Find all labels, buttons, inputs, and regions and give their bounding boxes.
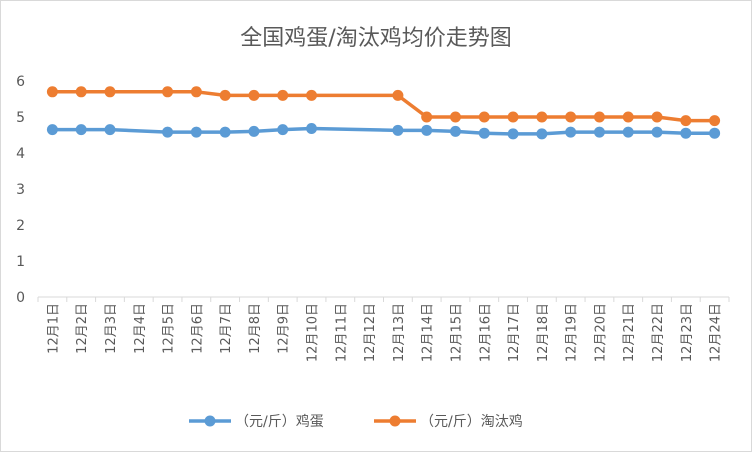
data-point — [536, 111, 548, 123]
y-tick-label: 2 — [16, 218, 25, 234]
x-tick-label: 12月16日 — [478, 303, 493, 362]
series-line — [52, 126, 715, 136]
data-point — [651, 126, 663, 138]
data-point — [421, 124, 433, 136]
data-point — [709, 127, 721, 139]
y-tick-label: 6 — [16, 74, 25, 90]
x-tick-label: 12月19日 — [565, 303, 580, 362]
data-point — [248, 125, 260, 137]
y-tick-label: 0 — [16, 290, 25, 306]
series-line — [52, 90, 715, 123]
y-tick-label: 1 — [16, 254, 25, 270]
data-point — [104, 124, 116, 136]
data-point — [449, 111, 461, 123]
series-2 — [46, 86, 721, 127]
data-point — [651, 111, 663, 123]
data-point — [392, 124, 404, 136]
x-tick-label: 12月23日 — [680, 303, 695, 362]
x-tick-label: 12月22日 — [651, 303, 666, 362]
x-tick-label: 12月5日 — [162, 303, 177, 354]
data-point — [507, 111, 519, 123]
data-point — [219, 126, 231, 138]
y-tick-label: 4 — [16, 146, 25, 162]
data-point — [75, 124, 87, 136]
data-point — [449, 125, 461, 137]
data-point — [104, 86, 116, 98]
x-tick-label: 12月24日 — [709, 303, 724, 362]
legend-marker — [204, 415, 216, 427]
x-tick-label: 12月18日 — [536, 303, 551, 362]
y-tick-label: 5 — [16, 110, 25, 126]
y-tick-label: 3 — [16, 182, 25, 198]
legend-marker — [389, 415, 401, 427]
data-point — [277, 89, 289, 101]
x-tick-label: 12月4日 — [133, 303, 148, 354]
x-tick-label: 12月14日 — [421, 303, 436, 362]
data-point — [622, 111, 634, 123]
x-tick-label: 12月12日 — [363, 303, 378, 362]
x-tick-label: 12月2日 — [75, 303, 90, 354]
data-point — [306, 89, 318, 101]
x-tick-label: 12月6日 — [190, 303, 205, 354]
x-tick-label: 12月3日 — [104, 303, 119, 354]
data-point — [709, 115, 721, 127]
data-point — [46, 124, 58, 136]
series-1 — [46, 123, 721, 140]
data-point — [478, 111, 490, 123]
data-point — [190, 126, 202, 138]
legend-item-2: （元/斤）淘汰鸡 — [374, 413, 523, 430]
data-point — [680, 115, 692, 127]
x-tick-label: 12月10日 — [306, 303, 321, 362]
x-tick-label: 12月9日 — [277, 303, 292, 354]
data-point — [248, 89, 260, 101]
legend-item-1: （元/斤）鸡蛋 — [189, 413, 324, 430]
data-point — [565, 111, 577, 123]
data-point — [593, 111, 605, 123]
data-point — [46, 86, 58, 98]
data-point — [421, 111, 433, 123]
data-point — [392, 89, 404, 101]
x-tick-label: 12月11日 — [334, 303, 349, 362]
data-point — [277, 124, 289, 136]
data-point — [306, 123, 318, 135]
data-point — [162, 126, 174, 138]
x-tick-label: 12月15日 — [449, 303, 464, 362]
data-point — [190, 86, 202, 98]
data-point — [680, 127, 692, 139]
chart-title: 全国鸡蛋/淘汰鸡均价走势图 — [240, 26, 511, 51]
data-point — [536, 128, 548, 140]
data-point — [593, 126, 605, 138]
x-tick-label: 12月8日 — [248, 303, 263, 354]
data-point — [219, 89, 231, 101]
x-tick-label: 12月13日 — [392, 303, 407, 362]
x-tick-label: 12月17日 — [507, 303, 522, 362]
x-tick-label: 12月7日 — [219, 303, 234, 354]
legend-label: （元/斤）淘汰鸡 — [420, 413, 523, 430]
data-point — [507, 128, 519, 140]
data-point — [75, 86, 87, 98]
data-point — [478, 127, 490, 139]
data-point — [622, 126, 634, 138]
legend-label: （元/斤）鸡蛋 — [235, 413, 324, 430]
data-point — [162, 86, 174, 98]
x-tick-label: 12月21日 — [622, 303, 637, 362]
x-tick-label: 12月1日 — [46, 303, 61, 354]
data-point — [565, 126, 577, 138]
x-tick-label: 12月20日 — [593, 303, 608, 362]
